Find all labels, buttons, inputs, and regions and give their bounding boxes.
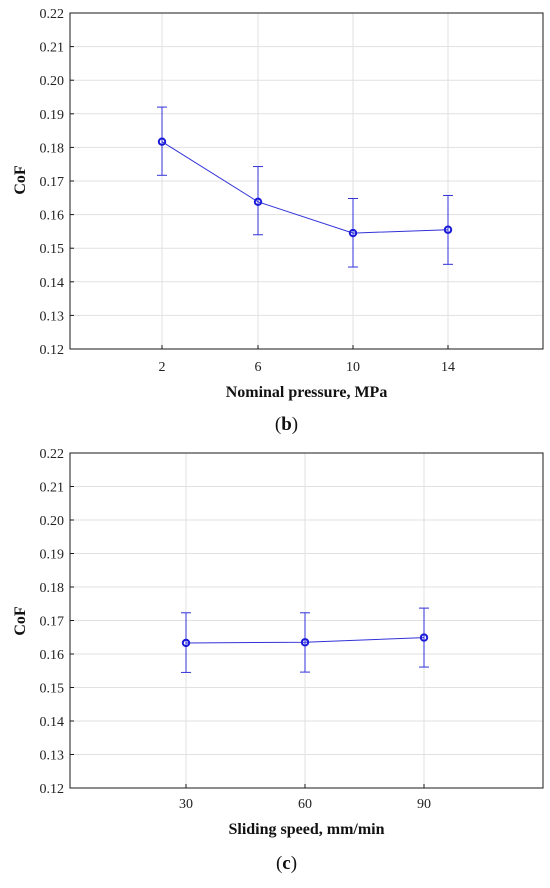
error-bar	[348, 197, 358, 268]
y-tick-label: 0.12	[40, 782, 65, 797]
chart-panel-b: 0.12 0.13 0.14 0.15 0.16 0.17 0.18 0.19 0.20 0.21…	[12, 7, 544, 435]
y-tick-label: 0.18	[40, 581, 65, 596]
chart-panel-c: 0.12 0.13 0.14 0.15 0.16 0.17 0.18 0.19 0.20 0.21…	[12, 447, 544, 874]
x-axis-label: Nominal pressure, MPa	[226, 384, 388, 401]
y-tick-label: 0.15	[40, 682, 65, 697]
series-line	[161, 141, 449, 234]
data-point-marker	[157, 137, 167, 146]
panel-label: (c)	[276, 853, 297, 874]
y-tick-label: 0.17	[40, 615, 65, 630]
y-tick-label: 0.21	[40, 481, 65, 496]
y-tick-label: 0.13	[40, 749, 65, 764]
y-tick-label: 0.17	[40, 175, 65, 190]
x-tick-label: 14	[441, 360, 455, 375]
y-tick-label: 0.14	[40, 715, 65, 730]
data-point-marker	[419, 633, 429, 642]
x-axis-label: Sliding speed, mm/min	[228, 821, 384, 838]
data-point-marker	[443, 225, 453, 234]
data-point-marker	[300, 638, 310, 647]
x-tick-label: 30	[179, 797, 193, 812]
y-tick-label: 0.20	[40, 514, 65, 529]
y-tick-label: 0.12	[40, 343, 65, 358]
y-axis-label: CoF	[12, 165, 29, 195]
y-tick-label: 0.19	[40, 548, 65, 563]
y-tick-label: 0.20	[40, 74, 65, 89]
panel-label: (b)	[275, 414, 298, 435]
y-tick-label: 0.18	[40, 141, 65, 156]
x-tick-label: 2	[159, 360, 166, 375]
y-tick-label: 0.16	[40, 209, 65, 224]
error-bar	[253, 166, 263, 236]
x-tick-label: 90	[417, 797, 431, 812]
x-tick-label: 6	[255, 360, 262, 375]
y-tick-label: 0.13	[40, 309, 65, 324]
y-tick-label: 0.22	[40, 7, 65, 22]
error-bar	[181, 612, 191, 673]
y-tick-label: 0.15	[40, 242, 65, 257]
y-tick-label: 0.19	[40, 108, 65, 123]
data-point-marker	[253, 197, 263, 207]
error-bar	[419, 607, 429, 668]
x-tick-label: 10	[346, 360, 360, 375]
data-point-marker	[181, 638, 191, 648]
error-bar	[157, 106, 167, 176]
y-tick-label: 0.21	[40, 41, 65, 56]
y-axis-label: CoF	[12, 606, 29, 636]
error-bar	[443, 194, 453, 265]
y-tick-label: 0.22	[40, 447, 65, 462]
y-tick-label: 0.14	[40, 276, 65, 291]
data-point-marker	[348, 228, 358, 238]
x-tick-label: 60	[298, 797, 312, 812]
error-bar	[300, 612, 310, 673]
y-tick-label: 0.16	[40, 648, 65, 663]
